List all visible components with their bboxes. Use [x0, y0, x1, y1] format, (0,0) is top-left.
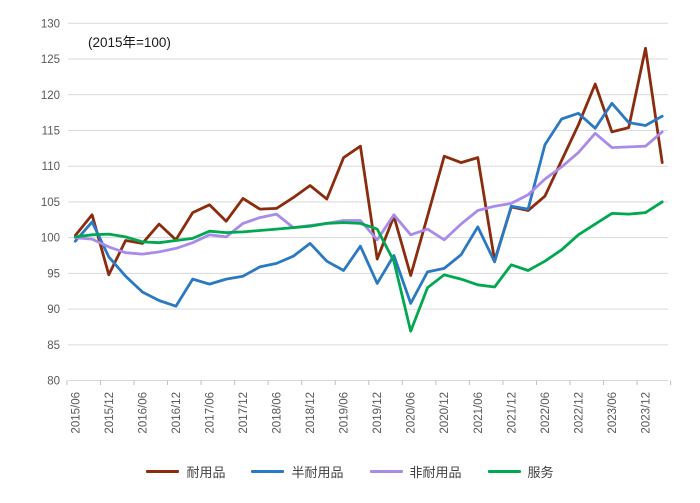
svg-text:2020/12: 2020/12 [439, 392, 451, 434]
series-line-0 [73, 46, 664, 277]
svg-text:2017/06: 2017/06 [204, 392, 216, 434]
svg-text:2020/06: 2020/06 [406, 392, 418, 434]
legend-label-services: 服务 [527, 465, 554, 480]
svg-text:2022/12: 2022/12 [573, 392, 585, 434]
svg-text:2019/12: 2019/12 [372, 392, 384, 434]
svg-text:2019/06: 2019/06 [339, 392, 351, 434]
durables-line-swatch [146, 470, 180, 473]
svg-text:125: 125 [41, 54, 60, 66]
svg-text:130: 130 [41, 18, 60, 30]
svg-text:105: 105 [41, 197, 60, 209]
svg-text:110: 110 [42, 161, 60, 173]
non-durables-line-swatch [369, 470, 403, 473]
legend-label-semi-durables: 半耐用品 [291, 465, 344, 480]
svg-text:2018/06: 2018/06 [272, 392, 284, 434]
series-line-2 [73, 130, 664, 256]
legend-label-non-durables: 非耐用品 [409, 465, 462, 480]
svg-text:120: 120 [41, 90, 60, 102]
legend-item-non-durables: 非耐用品 [369, 462, 462, 481]
chart-annotation: (2015年=100) [88, 35, 171, 50]
svg-text:80: 80 [47, 376, 60, 388]
series-line-3 [73, 200, 664, 333]
services-line-swatch [487, 470, 521, 473]
y-axis-labels: 80 85 90 95 100 105 110 115 120 125 130 [41, 18, 60, 387]
svg-text:85: 85 [47, 340, 60, 352]
legend-item-durables: 耐用品 [146, 462, 225, 481]
series-lines [73, 46, 664, 333]
legend-item-semi-durables: 半耐用品 [251, 462, 344, 481]
legend-label-durables: 耐用品 [186, 465, 226, 480]
svg-text:2023/12: 2023/12 [640, 392, 652, 434]
x-axis-ticks [66, 380, 672, 386]
svg-text:2021/12: 2021/12 [506, 392, 518, 434]
svg-text:2015/06: 2015/06 [70, 392, 82, 434]
svg-text:115: 115 [42, 125, 60, 137]
svg-text:90: 90 [47, 304, 60, 316]
svg-text:2018/12: 2018/12 [305, 392, 317, 434]
svg-text:2015/12: 2015/12 [104, 392, 116, 434]
svg-text:95: 95 [47, 268, 60, 280]
svg-text:2023/06: 2023/06 [607, 392, 619, 434]
svg-text:100: 100 [41, 233, 60, 245]
svg-text:2017/12: 2017/12 [238, 392, 250, 434]
series-line-1 [73, 101, 664, 308]
svg-text:2022/06: 2022/06 [540, 392, 552, 434]
svg-text:2021/06: 2021/06 [473, 392, 485, 434]
svg-text:2016/12: 2016/12 [171, 392, 183, 434]
legend-item-services: 服务 [487, 462, 554, 481]
x-axis-labels: 2015/06 2015/12 2016/06 2016/12 2017/06 2017/… [70, 392, 652, 434]
svg-text:2016/06: 2016/06 [137, 392, 149, 434]
chart-legend: 耐用品 半耐用品 非耐用品 服务 [0, 462, 700, 481]
semi-durables-line-swatch [251, 470, 285, 473]
